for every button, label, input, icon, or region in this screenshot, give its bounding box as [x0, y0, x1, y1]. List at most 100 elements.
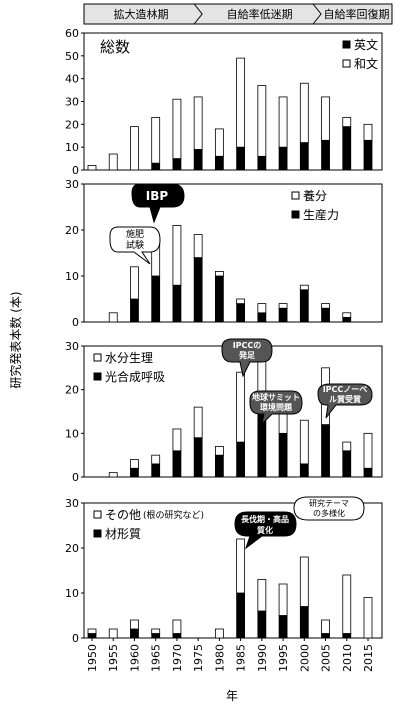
bar-生産力-1990 — [257, 312, 267, 323]
bar-水分生理-2010 — [342, 441, 352, 452]
bar-養分-1985 — [236, 298, 246, 304]
callout-text: 発足 — [238, 350, 256, 360]
callout-text: 施肥 — [126, 228, 144, 240]
x-axis-title: 年 — [226, 689, 238, 703]
bar-材形質-1960 — [130, 628, 139, 639]
callout-bubble — [109, 226, 161, 265]
bar-和文-1995 — [278, 96, 288, 148]
x-axis: 1950 1955 1960 1965 1970 1975 1980 1985 1990 1995… — [86, 638, 375, 703]
x-tick-label: 2000 — [298, 644, 311, 672]
bar-英文-1995 — [278, 146, 288, 171]
y-tick-label: 30 — [65, 178, 79, 191]
legend-swatch — [291, 210, 300, 219]
callout-text: 地球サミット — [252, 392, 300, 402]
bar-養分-1990 — [257, 303, 267, 314]
legend-label: その他 — [105, 508, 141, 522]
y-tick-label: 40 — [65, 73, 79, 86]
callout-text: 長伐期・高品 — [241, 514, 289, 524]
callout-bubble — [293, 496, 365, 521]
callout-bubble — [234, 511, 297, 550]
bar-和文-1955 — [108, 153, 118, 171]
legend-label: 生産力 — [303, 207, 339, 222]
y-tick-label: 30 — [65, 96, 79, 109]
y-tick-label: 0 — [72, 164, 79, 177]
bar-その他-1965 — [151, 628, 161, 634]
bar-生産力-1970 — [172, 284, 182, 323]
y-axis-title: 研究発表本数 (本) — [8, 291, 23, 388]
bar-材形質-2000 — [299, 606, 309, 639]
chart-panel-4: 0 10 20 30 その他 (根の研究など)材形質 — [65, 497, 383, 645]
legend-swatch — [342, 40, 351, 49]
bar-英文-1990 — [257, 155, 267, 171]
callout-bubble — [317, 383, 373, 419]
bar-光合成呼吸-2015 — [363, 467, 373, 478]
bar-水分生理-1975 — [193, 406, 203, 439]
bar-英文-1970 — [172, 158, 182, 171]
bar-光合成呼吸-1970 — [172, 450, 182, 478]
bar-和文-2010 — [342, 117, 352, 128]
bar-英文-1975 — [193, 149, 203, 171]
y-tick-label: 0 — [72, 471, 79, 484]
bar-生産力-1995 — [278, 307, 288, 323]
x-tick-label: 1985 — [235, 644, 248, 672]
legend-label: 養分 — [303, 188, 327, 203]
bar-その他-1990 — [257, 579, 267, 612]
era-bar: 拡大造林期 自給率低迷期 自給率回復期 — [83, 3, 393, 25]
panel-frame — [83, 183, 383, 323]
legend-swatch — [93, 510, 102, 519]
bar-材形質-1985 — [236, 592, 246, 639]
bar-和文-1965 — [151, 117, 161, 164]
bar-和文-1950 — [87, 165, 97, 171]
bar-光合成呼吸-1985 — [236, 441, 246, 478]
panel-frame — [83, 502, 383, 639]
callout-text: 環境問題 — [260, 402, 293, 412]
callout-text: IBP — [146, 189, 169, 203]
y-tick-label: 30 — [65, 340, 79, 353]
x-tick-label: 1960 — [128, 644, 141, 672]
y-tick-label: 60 — [65, 27, 79, 40]
callout-bubble — [221, 338, 273, 378]
legend: その他 (根の研究など)材形質 — [93, 508, 204, 541]
bar-生産力-1985 — [236, 303, 246, 323]
bar-英文-2015 — [363, 139, 373, 171]
bar-材形質-1965 — [151, 633, 161, 639]
bar-英文-1965 — [151, 162, 161, 171]
bar-生産力-2005 — [321, 307, 330, 323]
bar-生産力-1965 — [151, 275, 161, 323]
bar-和文-1960 — [130, 126, 139, 171]
bar-その他-1950 — [87, 628, 97, 634]
x-tick-label: 1995 — [277, 644, 290, 672]
bar-水分生理-1970 — [172, 428, 182, 452]
bar-養分-1995 — [278, 303, 288, 309]
bar-養分-2010 — [342, 312, 352, 318]
bar-光合成呼吸-2000 — [299, 463, 309, 478]
legend-swatch — [93, 372, 102, 381]
callout-text: IPCCの — [233, 341, 262, 350]
bar-和文-1980 — [214, 128, 224, 157]
x-tick-label: 1975 — [192, 644, 205, 672]
bar-光合成呼吸-1995 — [278, 432, 288, 478]
bar-英文-1985 — [236, 146, 246, 171]
bar-養分-1975 — [193, 234, 203, 259]
callout-bubble — [249, 390, 303, 426]
x-tick-label: 1950 — [86, 644, 99, 672]
bar-英文-2005 — [321, 139, 330, 171]
legend-label: 材形質 — [105, 526, 141, 541]
x-tick-label: 2015 — [362, 644, 375, 672]
bar-その他-1995 — [278, 583, 288, 616]
era-label: 自給率低迷期 — [227, 7, 293, 21]
legend-label: 水分生理 — [105, 351, 153, 365]
bar-その他-2015 — [363, 597, 373, 639]
y-tick-label: 10 — [65, 427, 79, 440]
era-divider — [193, 3, 203, 25]
era-label: 自給率回復期 — [324, 7, 390, 21]
y-tick-label: 20 — [65, 384, 79, 397]
legend-swatch — [93, 353, 102, 362]
